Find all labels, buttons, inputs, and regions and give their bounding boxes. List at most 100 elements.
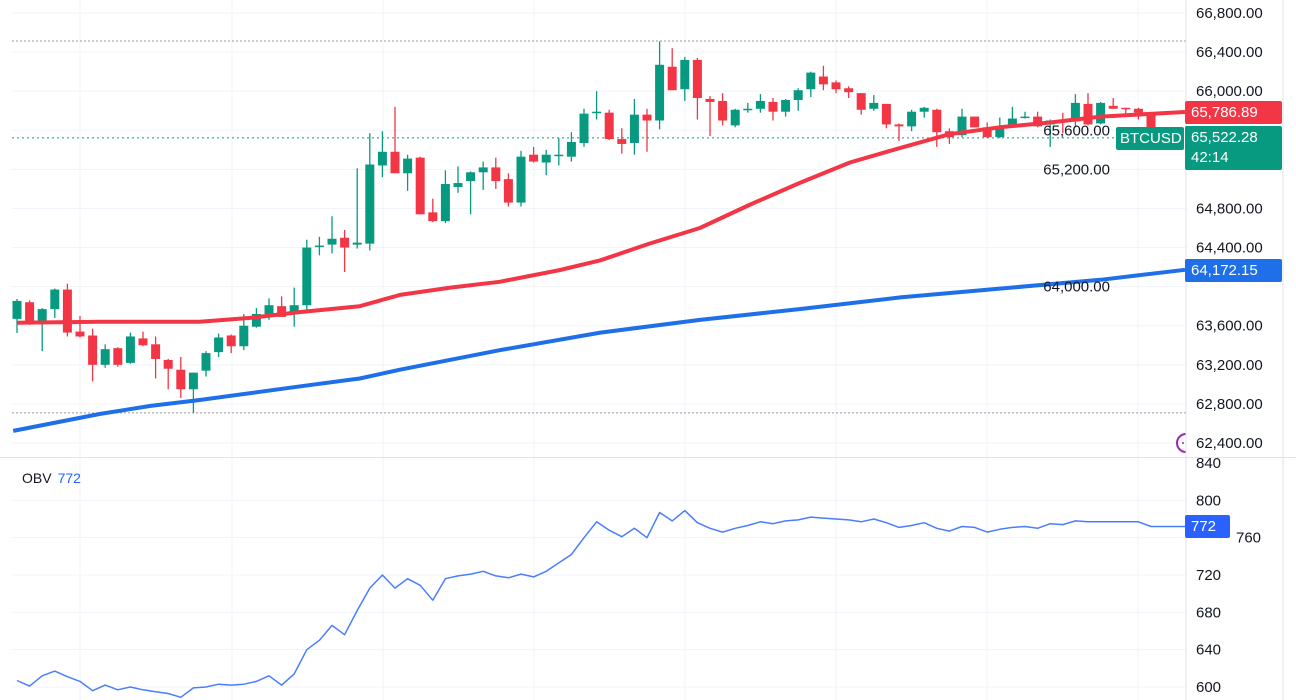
candle-body — [592, 111, 602, 114]
candle-body — [907, 111, 917, 127]
price-tick-label: 66,400.00 — [1196, 44, 1263, 61]
price-tick-label: 63,600.00 — [1196, 318, 1263, 335]
obv-title: OBV — [22, 470, 52, 486]
ma-slow-price-tag: 64,172.15 — [1185, 259, 1282, 282]
grid — [12, 0, 1186, 700]
last-price: 65,522.28 — [1191, 129, 1258, 146]
price-tick-label: 65,600.00 — [1043, 122, 1110, 139]
price-tick-label: 64,800.00 — [1196, 200, 1263, 217]
obv-tick-label: 600 — [1196, 679, 1221, 696]
candle-body — [415, 157, 425, 215]
candle-body — [100, 349, 110, 365]
candle-body — [768, 101, 778, 112]
candle-body — [755, 100, 765, 109]
candle-body — [75, 331, 85, 337]
candle-body — [806, 72, 816, 90]
candle-body — [201, 353, 211, 371]
obv-line — [16, 509, 1185, 699]
price-tick-label: 62,400.00 — [1196, 435, 1263, 452]
candle-body — [982, 127, 992, 138]
obv-tick-label: 840 — [1196, 455, 1221, 472]
candle-body — [730, 109, 740, 126]
candle-body — [516, 156, 526, 203]
bar-countdown: 42:14 — [1191, 149, 1229, 166]
ma-fast-price-tag: 65,786.89 — [1185, 101, 1282, 124]
obv-value: 772 — [57, 470, 81, 486]
price-tick-label: 64,400.00 — [1196, 240, 1263, 257]
candle-body — [869, 102, 879, 109]
price-tick-label: 63,200.00 — [1196, 357, 1263, 374]
candle-body — [37, 309, 47, 323]
candle-body — [113, 348, 123, 365]
price-pane[interactable] — [12, 40, 1187, 453]
candle-body — [1108, 105, 1118, 109]
candle-body — [188, 372, 198, 390]
candle-body — [302, 247, 312, 306]
obv-tick-label: 720 — [1196, 567, 1221, 584]
candle-body — [793, 90, 803, 100]
price-tick-label: 66,800.00 — [1196, 5, 1263, 22]
candle-body — [781, 99, 791, 112]
candle-body — [251, 314, 261, 327]
candle-body — [377, 151, 387, 166]
candle-body — [1121, 107, 1131, 110]
candle-body — [226, 335, 236, 347]
price-tick-label: 64,000.00 — [1043, 279, 1110, 296]
candle-body — [138, 338, 148, 346]
candle-body — [365, 164, 375, 244]
candle-body — [655, 64, 665, 121]
candle-body — [503, 179, 513, 203]
candle-body — [995, 128, 1005, 138]
candle-body — [881, 103, 891, 125]
candle-body — [844, 88, 854, 93]
candle-body — [125, 336, 135, 363]
candle-body — [566, 142, 576, 157]
price-tick-label: 65,200.00 — [1043, 161, 1110, 178]
candle-body — [314, 245, 324, 248]
fast-moving-average-line — [16, 110, 1186, 325]
obv-pane[interactable] — [16, 509, 1185, 699]
candle-body — [970, 116, 980, 128]
candle-body — [1083, 103, 1093, 125]
candle-body — [604, 112, 614, 140]
candle-body — [856, 93, 866, 110]
obv-tick-label: 800 — [1196, 492, 1221, 509]
candle-body — [743, 108, 753, 111]
obv-tick-label: 760 — [1236, 530, 1261, 547]
candle-body — [1033, 116, 1043, 127]
candle-body — [554, 154, 564, 157]
candle-body — [957, 116, 967, 136]
candle-body — [541, 154, 551, 163]
candle-body — [642, 114, 652, 121]
candle-body — [390, 151, 400, 174]
candle-body — [831, 82, 841, 90]
candle-body — [151, 344, 161, 359]
candle-body — [919, 107, 929, 112]
obv-legend[interactable]: OBV 772 — [22, 470, 81, 486]
candle-body — [1096, 102, 1106, 124]
candle-body — [667, 66, 677, 91]
candle-body — [428, 212, 438, 222]
candle-body — [163, 359, 173, 369]
candle-body — [718, 100, 728, 121]
alert-icon-dot — [1182, 442, 1184, 444]
candle-body — [176, 369, 186, 390]
candle-body — [932, 109, 942, 133]
candle-body — [12, 300, 22, 319]
candle-body — [352, 242, 362, 245]
candle-body — [289, 305, 299, 313]
symbol-tag: BTCUSD — [1116, 127, 1184, 150]
candle-body — [214, 337, 224, 353]
last-price-tag: 65,522.28 42:14 — [1185, 126, 1282, 170]
candle-body — [1007, 118, 1017, 127]
candle-body — [50, 289, 60, 310]
candle-body — [579, 113, 589, 143]
candle-body — [491, 167, 501, 182]
candle-body — [25, 302, 35, 323]
candle-body — [453, 183, 463, 187]
candle-body — [818, 76, 828, 85]
candle-body — [466, 172, 476, 182]
price-tick-label: 62,800.00 — [1196, 396, 1263, 413]
